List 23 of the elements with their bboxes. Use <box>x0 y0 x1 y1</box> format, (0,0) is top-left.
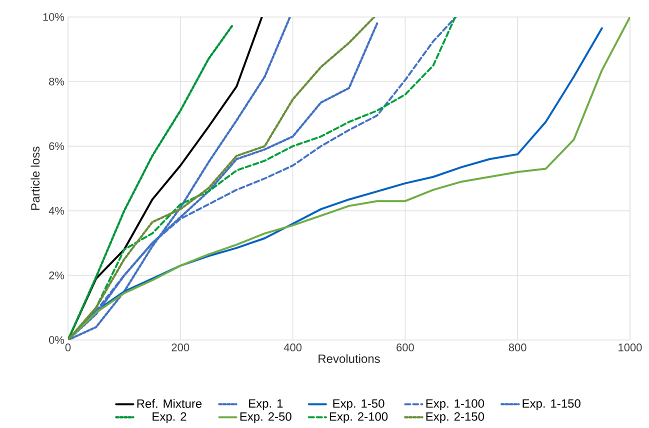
x-tick-label: 200 <box>172 344 190 352</box>
legend-label: Exp. 1 <box>249 399 283 410</box>
y-tick-label: 0% <box>49 336 64 344</box>
x-axis-title: Revolutions <box>318 354 380 363</box>
legend-label: Exp. 1-50 <box>333 399 384 410</box>
y-tick-label: 2% <box>49 272 64 280</box>
legend-label: Exp. 2-150 <box>426 412 484 424</box>
x-tick-label: 400 <box>284 344 302 352</box>
x-tick-label: 800 <box>508 344 526 352</box>
x-tick-label: 600 <box>396 344 414 352</box>
y-tick-label: 8% <box>49 78 64 86</box>
y-axis-title: Particle loss <box>30 146 40 210</box>
x-tick-label: 0 <box>65 344 71 352</box>
legend-label: Exp. 2-100 <box>330 412 388 424</box>
y-tick-label: 10% <box>43 13 64 21</box>
legend-label: Exp. 2 <box>152 412 186 424</box>
legend-label: Ref. Mixture <box>137 399 202 408</box>
y-tick-label: 4% <box>48 206 64 215</box>
legend-label: Exp. 2-50 <box>240 412 292 424</box>
x-tick-label: 1000 <box>618 344 642 352</box>
legend-label: Exp. 1-100 <box>426 399 484 410</box>
legend-label: Exp. 1-150 <box>522 399 580 410</box>
y-tick-label: 6% <box>49 142 64 150</box>
